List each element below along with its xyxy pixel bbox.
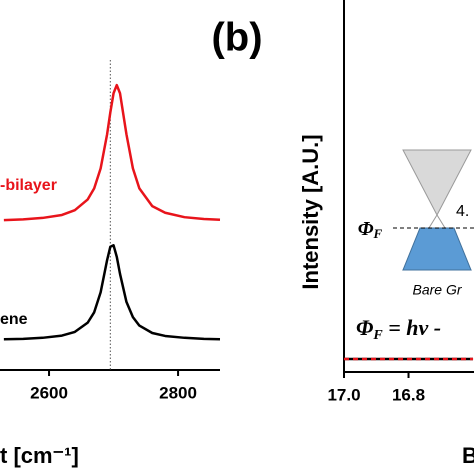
panel-label: (b) bbox=[211, 16, 262, 60]
eq-sub: F bbox=[372, 328, 383, 343]
y-axis-label: Intensity [A.U.] bbox=[298, 134, 323, 289]
filled-states bbox=[402, 227, 472, 271]
series-line bbox=[3, 83, 221, 222]
inset-phi: ΦF bbox=[358, 218, 383, 241]
inset-gap: 4. bbox=[456, 203, 469, 220]
equation: ΦF = hν - bbox=[356, 315, 441, 343]
x-tick-label: 2800 bbox=[159, 383, 197, 402]
x-axis-label: Bi bbox=[462, 443, 474, 468]
eq-rest: = hν - bbox=[383, 315, 441, 340]
phi-sub: F bbox=[373, 226, 383, 241]
x-tick-label: 16.8 bbox=[392, 385, 425, 404]
phi: Φ bbox=[358, 218, 374, 240]
series-line bbox=[3, 244, 221, 341]
series-label: ene bbox=[0, 311, 28, 328]
upper-cone bbox=[402, 149, 472, 217]
inset-caption: Bare Gr bbox=[412, 282, 462, 298]
series-label: -bilayer bbox=[0, 177, 57, 194]
x-tick-label: 2600 bbox=[30, 383, 68, 402]
x-tick-label: 17.0 bbox=[327, 385, 360, 404]
x-axis-label: t [cm⁻¹] bbox=[0, 443, 79, 468]
eq-phi: Φ bbox=[356, 315, 373, 340]
